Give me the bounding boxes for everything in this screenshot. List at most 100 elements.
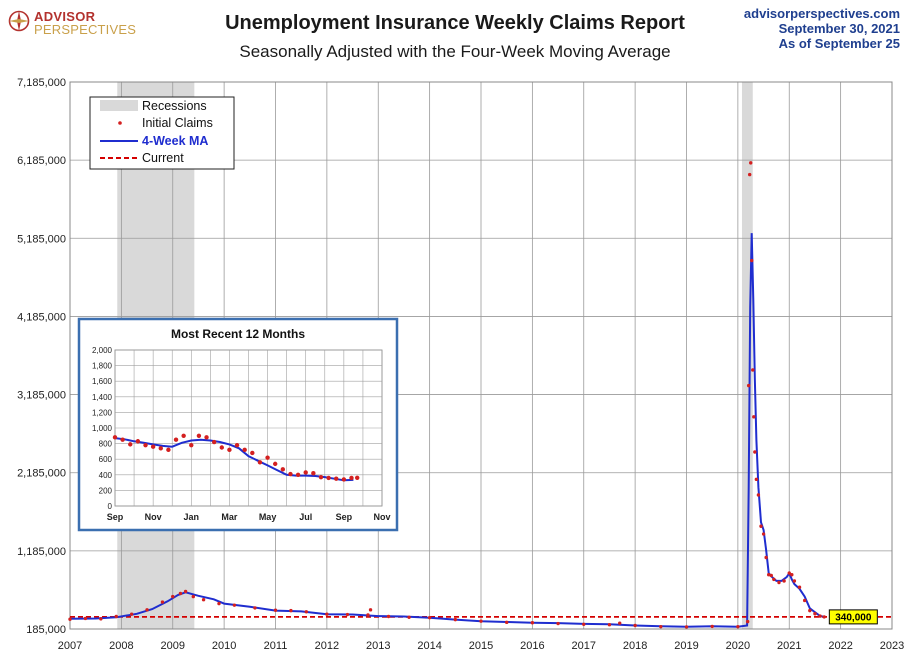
x-tick-label: 2014: [417, 640, 441, 652]
inset-claims-point: [288, 471, 293, 477]
inset-y-tick-label: 1,800: [92, 362, 113, 371]
inset-claims-point: [204, 435, 209, 440]
inset-y-tick-label: 0: [108, 502, 113, 511]
initial-claims-point: [767, 572, 771, 577]
legend-recessions-label: Recessions: [142, 99, 207, 113]
initial-claims-point: [710, 624, 714, 629]
inset-y-tick-label: 800: [99, 440, 113, 449]
initial-claims-point: [217, 601, 221, 606]
initial-claims-point: [797, 585, 802, 589]
x-tick-label: 2011: [264, 640, 288, 652]
initial-claims-point: [178, 591, 183, 596]
initial-claims-point: [813, 612, 817, 616]
initial-claims-point: [736, 624, 740, 629]
initial-claims-point: [183, 589, 188, 594]
initial-claims-point: [407, 615, 411, 619]
initial-claims-point: [782, 579, 786, 583]
initial-claims-point: [201, 597, 206, 602]
y-tick-label: 5,185,000: [17, 233, 66, 245]
x-tick-label: 2010: [212, 640, 236, 652]
initial-claims-point: [479, 619, 483, 623]
x-tick-label: 2012: [315, 640, 339, 652]
initial-claims-point: [232, 603, 237, 607]
chart-subtitle: Seasonally Adjusted with the Four-Week M…: [239, 42, 671, 61]
initial-claims-point: [769, 573, 773, 578]
x-tick-label: 2022: [828, 640, 852, 652]
initial-claims-point: [759, 524, 763, 528]
recession-band-1: [741, 82, 753, 629]
initial-claims-point: [818, 614, 822, 618]
x-tick-label: 2009: [161, 640, 185, 652]
initial-claims-point: [83, 616, 88, 621]
initial-claims-point: [772, 577, 776, 582]
initial-claims-point: [822, 615, 826, 619]
legend-claims-dot: [118, 121, 122, 125]
inset-frame: [77, 317, 399, 532]
inset-chart: Most Recent 12 Months 2,000 1,800 1,600 1,4…: [77, 317, 399, 532]
y-tick-label: 3,185,000: [17, 390, 66, 402]
initial-claims-point: [761, 532, 766, 536]
legend-claims-label: Initial Claims: [142, 116, 213, 130]
inset-claims-point: [280, 467, 286, 472]
initial-claims-point: [777, 580, 781, 585]
inset-claims-point: [150, 444, 156, 449]
inset-grid-lines: [114, 349, 383, 507]
initial-claims-point: [366, 613, 370, 617]
inset-claims-point: [135, 439, 141, 444]
x-tick-label: 2007: [58, 640, 82, 652]
initial-claims-point: [160, 600, 165, 604]
source-site: advisorperspectives.com: [743, 6, 900, 21]
initial-claims-point: [114, 614, 118, 619]
y-axis-ticks: 7,185,000 6,185,000 5,185,000 4,185,000 3,18…: [17, 77, 66, 636]
inset-claims-point: [128, 442, 133, 447]
initial-claims-point: [754, 477, 759, 482]
initial-claims-point: [802, 598, 807, 603]
x-tick-label: 2021: [777, 640, 801, 652]
plot-area-border: [69, 81, 893, 630]
initial-claims-point: [746, 383, 751, 388]
initial-claims-point: [345, 612, 350, 617]
inset-claims-point: [189, 442, 194, 448]
initial-claims-point: [787, 571, 791, 575]
initial-claims-point: [808, 608, 812, 613]
initial-claims-point: [453, 617, 458, 622]
inset-claims-point: [181, 433, 186, 438]
inset-y-ticks: 2,000 1,800 1,600 1,400 1,200 1,000 800 600 400 2…: [92, 346, 113, 511]
initial-claims-point: [530, 621, 535, 625]
initial-claims-point: [129, 612, 134, 616]
y-tick-label: 4,185,000: [17, 311, 66, 323]
inset-claims-point: [227, 447, 232, 453]
inset-x-tick-label: Nov: [145, 512, 162, 522]
x-tick-label: 2015: [469, 640, 493, 652]
initial-claims-point: [68, 617, 72, 621]
inset-y-tick-label: 1,600: [92, 377, 113, 386]
current-value-label: 340,000: [835, 612, 872, 623]
x-tick-label: 2013: [366, 640, 390, 652]
inset-ma-line: [114, 437, 354, 482]
y-tick-label: 2,185,000: [17, 468, 66, 480]
y-tick-label: 7,185,000: [17, 77, 66, 89]
inset-claims-point: [349, 475, 354, 481]
inset-claims-point: [112, 435, 118, 440]
inset-claims-point: [303, 470, 308, 475]
inset-x-tick-label: Jan: [184, 512, 200, 522]
initial-claims-point: [753, 450, 757, 454]
inset-claims-point: [273, 461, 278, 467]
initial-claims-point: [659, 624, 663, 629]
inset-x-ticks: Sep Nov Jan Mar May Jul Sep Nov: [107, 512, 391, 522]
initial-claims-point: [751, 368, 755, 372]
current-value-badge: [828, 609, 878, 625]
initial-claims-point: [171, 594, 175, 599]
initial-claims-point: [764, 555, 768, 560]
inset-claims-point: [120, 437, 125, 442]
x-tick-label: 2019: [674, 640, 698, 652]
inset-claims-point: [196, 433, 202, 438]
inset-x-tick-label: Sep: [336, 512, 353, 522]
initial-claims-point: [792, 579, 797, 583]
initial-claims-point: [427, 615, 432, 620]
x-tick-label: 2017: [572, 640, 596, 652]
inset-claims-point: [326, 475, 331, 481]
initial-claims-point: [582, 622, 586, 627]
initial-claims-point: [607, 623, 612, 627]
